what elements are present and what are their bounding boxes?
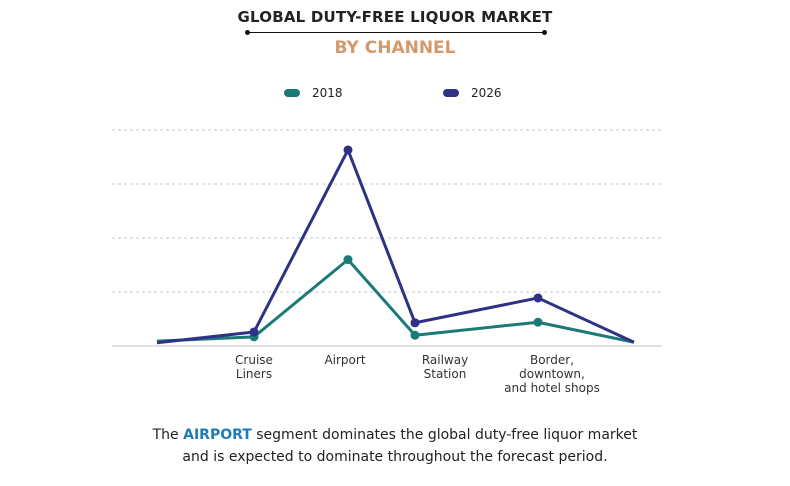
x-tick-label: Airport <box>324 353 365 367</box>
legend-label-2026: 2026 <box>471 86 502 100</box>
footer-text-post: segment dominates the global duty-free l… <box>251 427 638 443</box>
x-tick-label: and hotel shops <box>504 381 600 395</box>
footer-text-line2: and is expected to dominate throughout t… <box>182 449 608 465</box>
series-line-2026 <box>156 148 635 345</box>
series-line-2018 <box>156 258 635 344</box>
x-tick-label: Liners <box>236 367 272 381</box>
x-tick-label: Cruise <box>235 353 273 367</box>
data-point-2026 <box>343 145 353 155</box>
data-point-2026 <box>249 327 259 337</box>
x-tick-label: downtown, <box>519 367 585 381</box>
footer-text-pre: The <box>152 427 184 443</box>
divider-dot-left <box>245 30 250 35</box>
data-point-2018 <box>343 255 353 265</box>
divider-dot-right <box>542 30 547 35</box>
legend-item-2026: 2026 <box>443 86 502 100</box>
footer-note: The AIRPORT segment dominates the global… <box>0 424 790 468</box>
data-point-2018 <box>410 330 420 340</box>
chart-subtitle: BY CHANNEL <box>334 38 456 58</box>
legend-label-2018: 2018 <box>312 86 343 100</box>
data-point-2026 <box>533 293 543 303</box>
footer-highlight: AIRPORT <box>183 427 252 443</box>
x-tick-label: Border, <box>530 353 574 367</box>
x-tick-label: Station <box>424 367 467 381</box>
data-point-2018 <box>533 317 543 327</box>
legend-swatch-2026 <box>443 89 459 97</box>
data-point-2026 <box>410 318 420 328</box>
legend-item-2018: 2018 <box>284 86 343 100</box>
x-tick-label: Railway <box>422 353 468 367</box>
chart-title: GLOBAL DUTY-FREE LIQUOR MARKET <box>237 8 553 26</box>
title-divider <box>247 32 545 33</box>
legend-swatch-2018 <box>284 89 300 97</box>
